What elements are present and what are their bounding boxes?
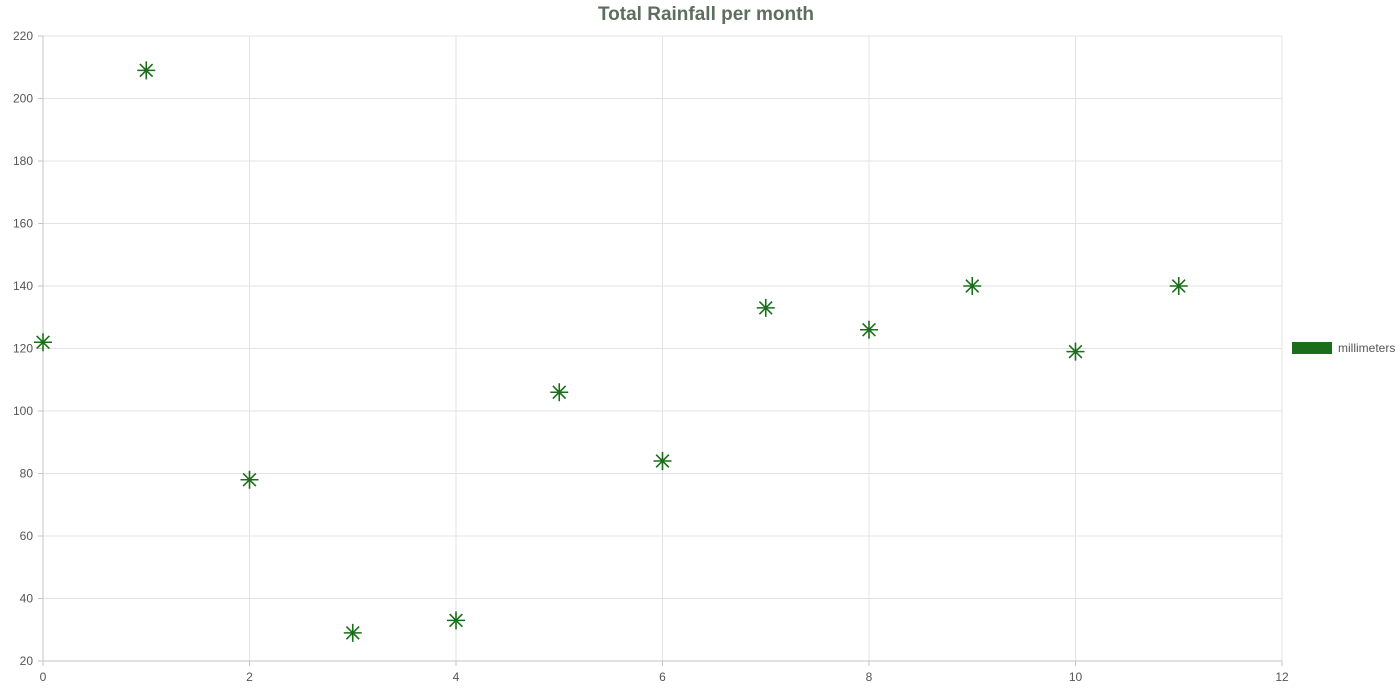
data-point-star[interactable] — [756, 298, 775, 317]
tick-labels: 0 2 4 6 8 10 12 20 40 60 80 100 120 140 160 180 200 220 — [13, 29, 1289, 684]
data-point-star[interactable] — [137, 61, 156, 80]
legend-label: millimeters — [1338, 341, 1395, 355]
x-tick-label: 8 — [866, 670, 873, 684]
y-tick-label: 220 — [13, 29, 33, 43]
y-tick-label: 200 — [13, 92, 33, 106]
star-stroke — [36, 335, 50, 350]
x-tick-label: 10 — [1069, 670, 1083, 684]
data-point-star[interactable] — [653, 452, 672, 470]
star-stroke — [139, 63, 154, 78]
data-point-star[interactable] — [240, 470, 259, 489]
star-stroke — [1171, 279, 1186, 293]
data-point-star[interactable] — [550, 383, 569, 402]
y-tick-label: 160 — [13, 217, 33, 231]
x-tick-label: 0 — [40, 670, 47, 684]
y-tick-label: 140 — [13, 279, 33, 293]
star-stroke — [862, 322, 876, 337]
y-tick-label: 80 — [20, 467, 34, 481]
y-tick-label: 40 — [20, 592, 34, 606]
data-point-star[interactable] — [1066, 342, 1085, 361]
data-point-star[interactable] — [447, 611, 465, 630]
axes — [38, 35, 1283, 666]
star-stroke — [965, 279, 980, 293]
x-tick-label: 12 — [1275, 670, 1289, 684]
data-points — [34, 61, 1188, 642]
chart-title: Total Rainfall per month — [598, 4, 814, 25]
legend[interactable]: millimeters — [1292, 341, 1395, 355]
y-tick-label: 100 — [13, 404, 33, 418]
grid-lines — [42, 35, 1283, 662]
y-tick-label: 20 — [20, 654, 34, 668]
y-tick-label: 120 — [13, 342, 33, 356]
data-point-star[interactable] — [343, 623, 362, 642]
star-stroke — [449, 613, 463, 628]
y-tick-label: 180 — [13, 154, 33, 168]
data-point-star[interactable] — [860, 320, 878, 339]
star-stroke — [345, 625, 360, 640]
legend-item[interactable]: millimeters — [1292, 341, 1395, 355]
x-tick-label: 2 — [246, 670, 253, 684]
legend-swatch — [1292, 342, 1332, 354]
x-tick-label: 4 — [453, 670, 460, 684]
y-tick-label: 60 — [20, 529, 34, 543]
data-point-star[interactable] — [1169, 277, 1188, 295]
star-stroke — [552, 385, 567, 400]
data-point-star[interactable] — [963, 277, 982, 295]
star-stroke — [1068, 344, 1083, 359]
star-stroke — [242, 472, 257, 487]
star-stroke — [655, 454, 670, 468]
data-point-star[interactable] — [34, 333, 52, 352]
x-tick-label: 6 — [659, 670, 666, 684]
star-stroke — [758, 300, 773, 315]
